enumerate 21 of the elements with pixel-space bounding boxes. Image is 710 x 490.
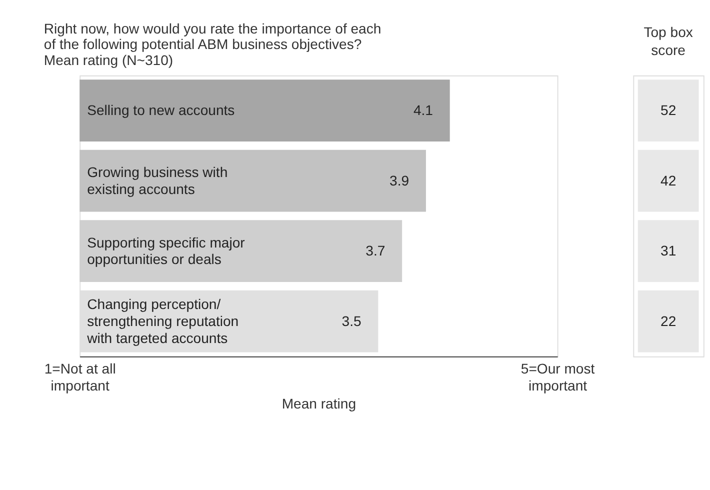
y-tick-label: Changing perception/ strengthening reputation with targeted accounts — [86, 296, 239, 346]
data-label: 52 — [660, 102, 676, 118]
x-tick-label: 5=Our most important — [520, 360, 595, 394]
data-label: 42 — [660, 172, 676, 188]
bar — [80, 220, 402, 282]
data-label: 4.1 — [413, 102, 434, 118]
chart-title: Right now, how would you rate the importance of each of the following potential ABM business objectives? — [44, 20, 382, 52]
data-label: 31 — [660, 242, 676, 259]
data-label: 3.7 — [366, 242, 386, 259]
data-label: 3.9 — [390, 172, 410, 188]
data-label: 22 — [660, 312, 676, 329]
bar — [80, 150, 426, 212]
chart-subtitle: Mean rating (N~310) — [44, 52, 174, 68]
x-axis-title: Mean rating — [282, 395, 356, 412]
x-tick-label: 1=Not at all important — [44, 360, 116, 394]
text: Top box score — [644, 24, 693, 58]
data-label: 3.5 — [342, 312, 362, 329]
y-tick-label: Growing business with existing accounts — [87, 164, 228, 197]
y-tick-label: Selling to new accounts — [87, 102, 235, 118]
bar — [80, 80, 450, 142]
y-tick-label: Supporting specific major opportunities or deals — [87, 234, 246, 268]
